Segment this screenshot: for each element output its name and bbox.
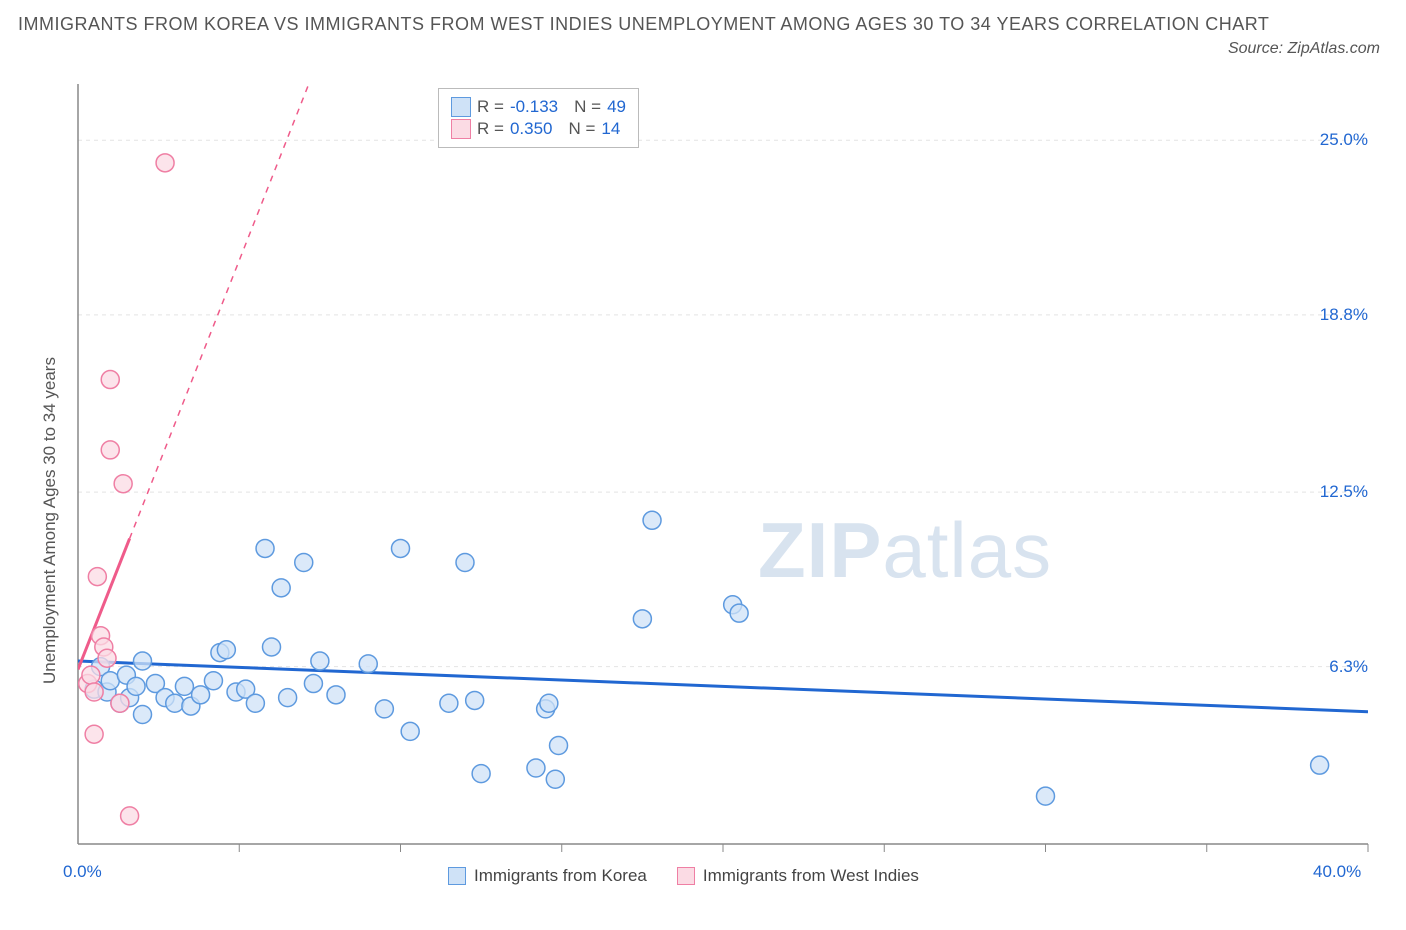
n-value-westindies: 14 [601, 119, 620, 139]
swatch-westindies [677, 867, 695, 885]
y-axis-label: Unemployment Among Ages 30 to 34 years [40, 357, 60, 684]
r-value-korea: -0.133 [510, 97, 558, 117]
y-tick-label: 6.3% [1308, 657, 1368, 677]
source-attribution: Source: ZipAtlas.com [1228, 40, 1380, 58]
y-tick-label: 12.5% [1308, 482, 1368, 502]
y-tick-label: 18.8% [1308, 305, 1368, 325]
series-legend: Immigrants from Korea Immigrants from We… [448, 866, 919, 886]
chart-area: ZIPatlas R = -0.133 N = 49 R = 0.350 N =… [18, 74, 1388, 892]
x-axis-min: 0.0% [63, 862, 102, 882]
x-axis-max: 40.0% [1313, 862, 1361, 882]
n-value-korea: 49 [607, 97, 626, 117]
r-label: R = [477, 97, 504, 117]
n-label: N = [568, 119, 595, 139]
chart-title: IMMIGRANTS FROM KOREA VS IMMIGRANTS FROM… [18, 10, 1286, 39]
legend-label-korea: Immigrants from Korea [474, 866, 647, 886]
swatch-westindies [451, 119, 471, 139]
r-label: R = [477, 119, 504, 139]
legend-item-korea: Immigrants from Korea [448, 866, 647, 886]
swatch-korea [448, 867, 466, 885]
n-label: N = [574, 97, 601, 117]
stats-row-1: R = 0.350 N = 14 [451, 119, 626, 139]
stats-legend: R = -0.133 N = 49 R = 0.350 N = 14 [438, 88, 639, 148]
stats-row-0: R = -0.133 N = 49 [451, 97, 626, 117]
y-tick-label: 25.0% [1308, 130, 1368, 150]
swatch-korea [451, 97, 471, 117]
r-value-westindies: 0.350 [510, 119, 553, 139]
legend-item-westindies: Immigrants from West Indies [677, 866, 919, 886]
legend-label-westindies: Immigrants from West Indies [703, 866, 919, 886]
scatter-plot [18, 74, 1388, 892]
